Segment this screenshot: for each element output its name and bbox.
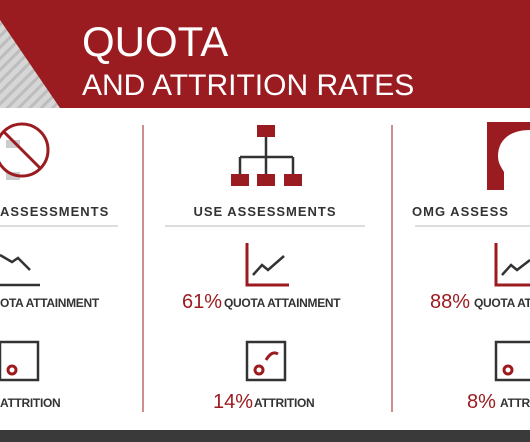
no-icon [0,122,50,180]
quota-label: QUOTA ATTAINMENT [224,296,341,310]
up-chart-icon [245,243,289,287]
attrition-label: ATTRITION [0,396,60,410]
footer-band [0,430,530,442]
strategy-icon [245,340,287,382]
header-band [0,0,530,108]
column-heading: ASSESSMENTS [0,204,109,219]
down-chart-icon [0,253,40,287]
column-heading: USE ASSESSMENTS [193,204,336,219]
org-chart-icon [231,125,302,186]
attrition-label: ATTR [500,396,530,410]
quota-label: OTA ATTAINMENT [0,296,100,310]
attrition-label: ATTRITION [254,396,314,410]
head-icon [487,122,530,190]
quota-value: 88% [430,291,470,313]
quota-label: QUOTA ATT [474,296,530,310]
column-heading: OMG ASSESS [412,204,509,219]
up-chart-icon [494,243,530,287]
title-line2: AND ATTRITION RATES [82,69,414,102]
strategy-icon [494,340,530,382]
title-line1: QUOTA [82,18,228,65]
attrition-value: 14% [213,391,253,413]
header-pattern [0,0,60,108]
strategy-icon [0,340,40,382]
attrition-value: 8% [467,391,496,413]
quota-value: 61% [182,291,222,313]
